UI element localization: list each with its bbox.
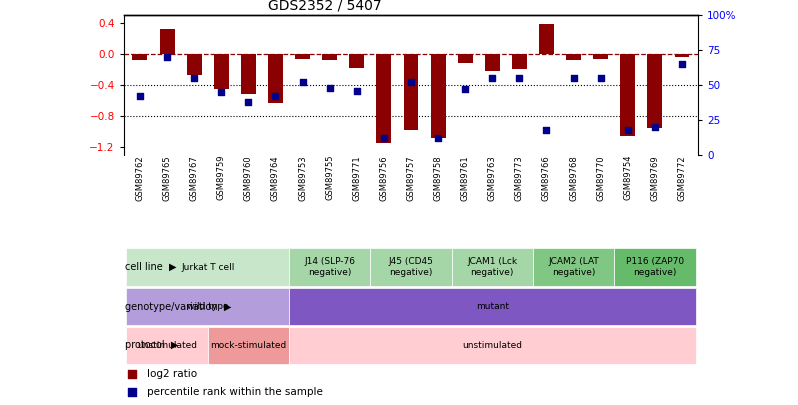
Text: GSM89758: GSM89758 <box>433 155 443 200</box>
Text: JCAM1 (Lck
negative): JCAM1 (Lck negative) <box>467 257 517 277</box>
Text: GSM89753: GSM89753 <box>298 155 307 200</box>
Text: J45 (CD45
negative): J45 (CD45 negative) <box>389 257 433 277</box>
Text: mutant: mutant <box>476 302 509 311</box>
Text: genotype/variation  ▶: genotype/variation ▶ <box>124 301 231 311</box>
Text: GSM89764: GSM89764 <box>271 155 280 200</box>
Bar <box>289 327 696 364</box>
Point <box>377 135 390 141</box>
Bar <box>126 288 289 325</box>
Point <box>296 79 309 85</box>
Bar <box>593 54 608 60</box>
Text: GSM89754: GSM89754 <box>623 155 632 200</box>
Text: unstimulated: unstimulated <box>137 341 197 350</box>
Text: GSM89767: GSM89767 <box>190 155 199 201</box>
Bar <box>289 248 370 286</box>
Text: GSM89763: GSM89763 <box>488 155 497 201</box>
Point <box>459 86 472 92</box>
Text: GSM89756: GSM89756 <box>379 155 389 200</box>
Text: log2 ratio: log2 ratio <box>147 369 197 379</box>
Text: wild type: wild type <box>187 302 228 311</box>
Bar <box>647 54 662 128</box>
Point <box>540 126 553 133</box>
Bar <box>214 54 229 89</box>
Text: GSM89768: GSM89768 <box>569 155 578 201</box>
Bar <box>452 248 533 286</box>
Point <box>432 135 444 141</box>
Bar <box>404 54 418 130</box>
Text: GSM89759: GSM89759 <box>217 155 226 200</box>
Bar <box>377 54 391 143</box>
Text: GSM89755: GSM89755 <box>325 155 334 200</box>
Bar <box>614 248 696 286</box>
Bar <box>566 54 581 60</box>
Bar <box>126 248 289 286</box>
Bar <box>431 54 445 138</box>
Bar <box>187 54 202 75</box>
Bar <box>539 24 554 54</box>
Text: GSM89772: GSM89772 <box>678 155 686 200</box>
Bar <box>370 248 452 286</box>
Title: GDS2352 / 5407: GDS2352 / 5407 <box>268 0 381 13</box>
Bar <box>268 54 283 103</box>
Bar <box>512 54 527 69</box>
Bar <box>241 54 256 94</box>
Bar <box>207 327 289 364</box>
Point <box>269 93 282 100</box>
Bar <box>674 54 689 57</box>
Text: GSM89770: GSM89770 <box>596 155 605 200</box>
Bar <box>295 54 310 60</box>
Bar <box>322 54 337 60</box>
Bar <box>160 29 175 54</box>
Text: Jurkat T cell: Jurkat T cell <box>181 262 235 271</box>
Text: cell line  ▶: cell line ▶ <box>124 262 176 272</box>
Text: GSM89773: GSM89773 <box>515 155 523 201</box>
Text: GSM89771: GSM89771 <box>352 155 361 200</box>
Point <box>160 54 173 60</box>
Text: GSM89765: GSM89765 <box>163 155 172 200</box>
Text: J14 (SLP-76
negative): J14 (SLP-76 negative) <box>304 257 355 277</box>
Point <box>405 79 417 85</box>
Point <box>126 371 139 377</box>
Point <box>567 75 580 81</box>
Bar <box>458 54 472 63</box>
Point <box>513 75 526 81</box>
Text: GSM89769: GSM89769 <box>650 155 659 200</box>
Bar <box>533 248 614 286</box>
Bar <box>485 54 500 71</box>
Text: unstimulated: unstimulated <box>462 341 522 350</box>
Point <box>649 124 662 130</box>
Point <box>486 75 499 81</box>
Bar <box>620 54 635 136</box>
Point <box>622 126 634 133</box>
Point <box>188 75 200 81</box>
Text: GSM89762: GSM89762 <box>136 155 144 200</box>
Text: mock-stimulated: mock-stimulated <box>210 341 286 350</box>
Text: GSM89757: GSM89757 <box>406 155 416 200</box>
Point <box>242 98 255 105</box>
Text: JCAM2 (LAT
negative): JCAM2 (LAT negative) <box>548 257 599 277</box>
Point <box>323 85 336 91</box>
Bar <box>132 54 148 60</box>
Text: GSM89761: GSM89761 <box>460 155 470 200</box>
Bar <box>289 288 696 325</box>
Text: GSM89760: GSM89760 <box>244 155 253 200</box>
Text: percentile rank within the sample: percentile rank within the sample <box>147 387 322 397</box>
Point <box>350 87 363 94</box>
Bar <box>126 327 207 364</box>
Bar <box>350 54 364 68</box>
Point <box>595 75 607 81</box>
Text: P116 (ZAP70
negative): P116 (ZAP70 negative) <box>626 257 684 277</box>
Point <box>133 93 146 100</box>
Text: GSM89766: GSM89766 <box>542 155 551 201</box>
Point <box>676 61 689 67</box>
Point <box>215 89 227 95</box>
Text: protocol  ▶: protocol ▶ <box>124 341 178 350</box>
Point <box>126 389 139 395</box>
